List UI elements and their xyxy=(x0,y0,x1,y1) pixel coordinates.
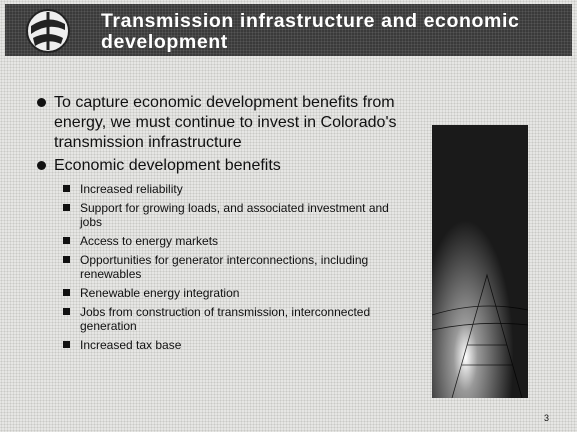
sub-bullet: Renewable energy integration xyxy=(63,286,390,300)
sub-bullet: Access to energy markets xyxy=(63,234,390,248)
logo xyxy=(26,9,70,53)
sub-bullet: Increased reliability xyxy=(63,182,390,196)
slide-title: Transmission infrastructure and economic… xyxy=(101,10,520,53)
page-number: 3 xyxy=(544,413,550,423)
sub-bullet: Support for growing loads, and associate… xyxy=(63,201,389,229)
bullet: To capture economic development benefits… xyxy=(37,93,404,153)
photo xyxy=(432,125,528,398)
header-band: Transmission infrastructure and economic… xyxy=(5,4,572,56)
sub-bullet: Jobs from construction of transmission, … xyxy=(63,305,390,333)
sub-bullet: Opportunities for generator interconnect… xyxy=(63,253,390,281)
bullet-list: To capture economic development benefits… xyxy=(0,93,420,357)
sub-bullet: Increased tax base xyxy=(63,338,390,352)
bullet: Economic development benefits xyxy=(37,156,404,176)
